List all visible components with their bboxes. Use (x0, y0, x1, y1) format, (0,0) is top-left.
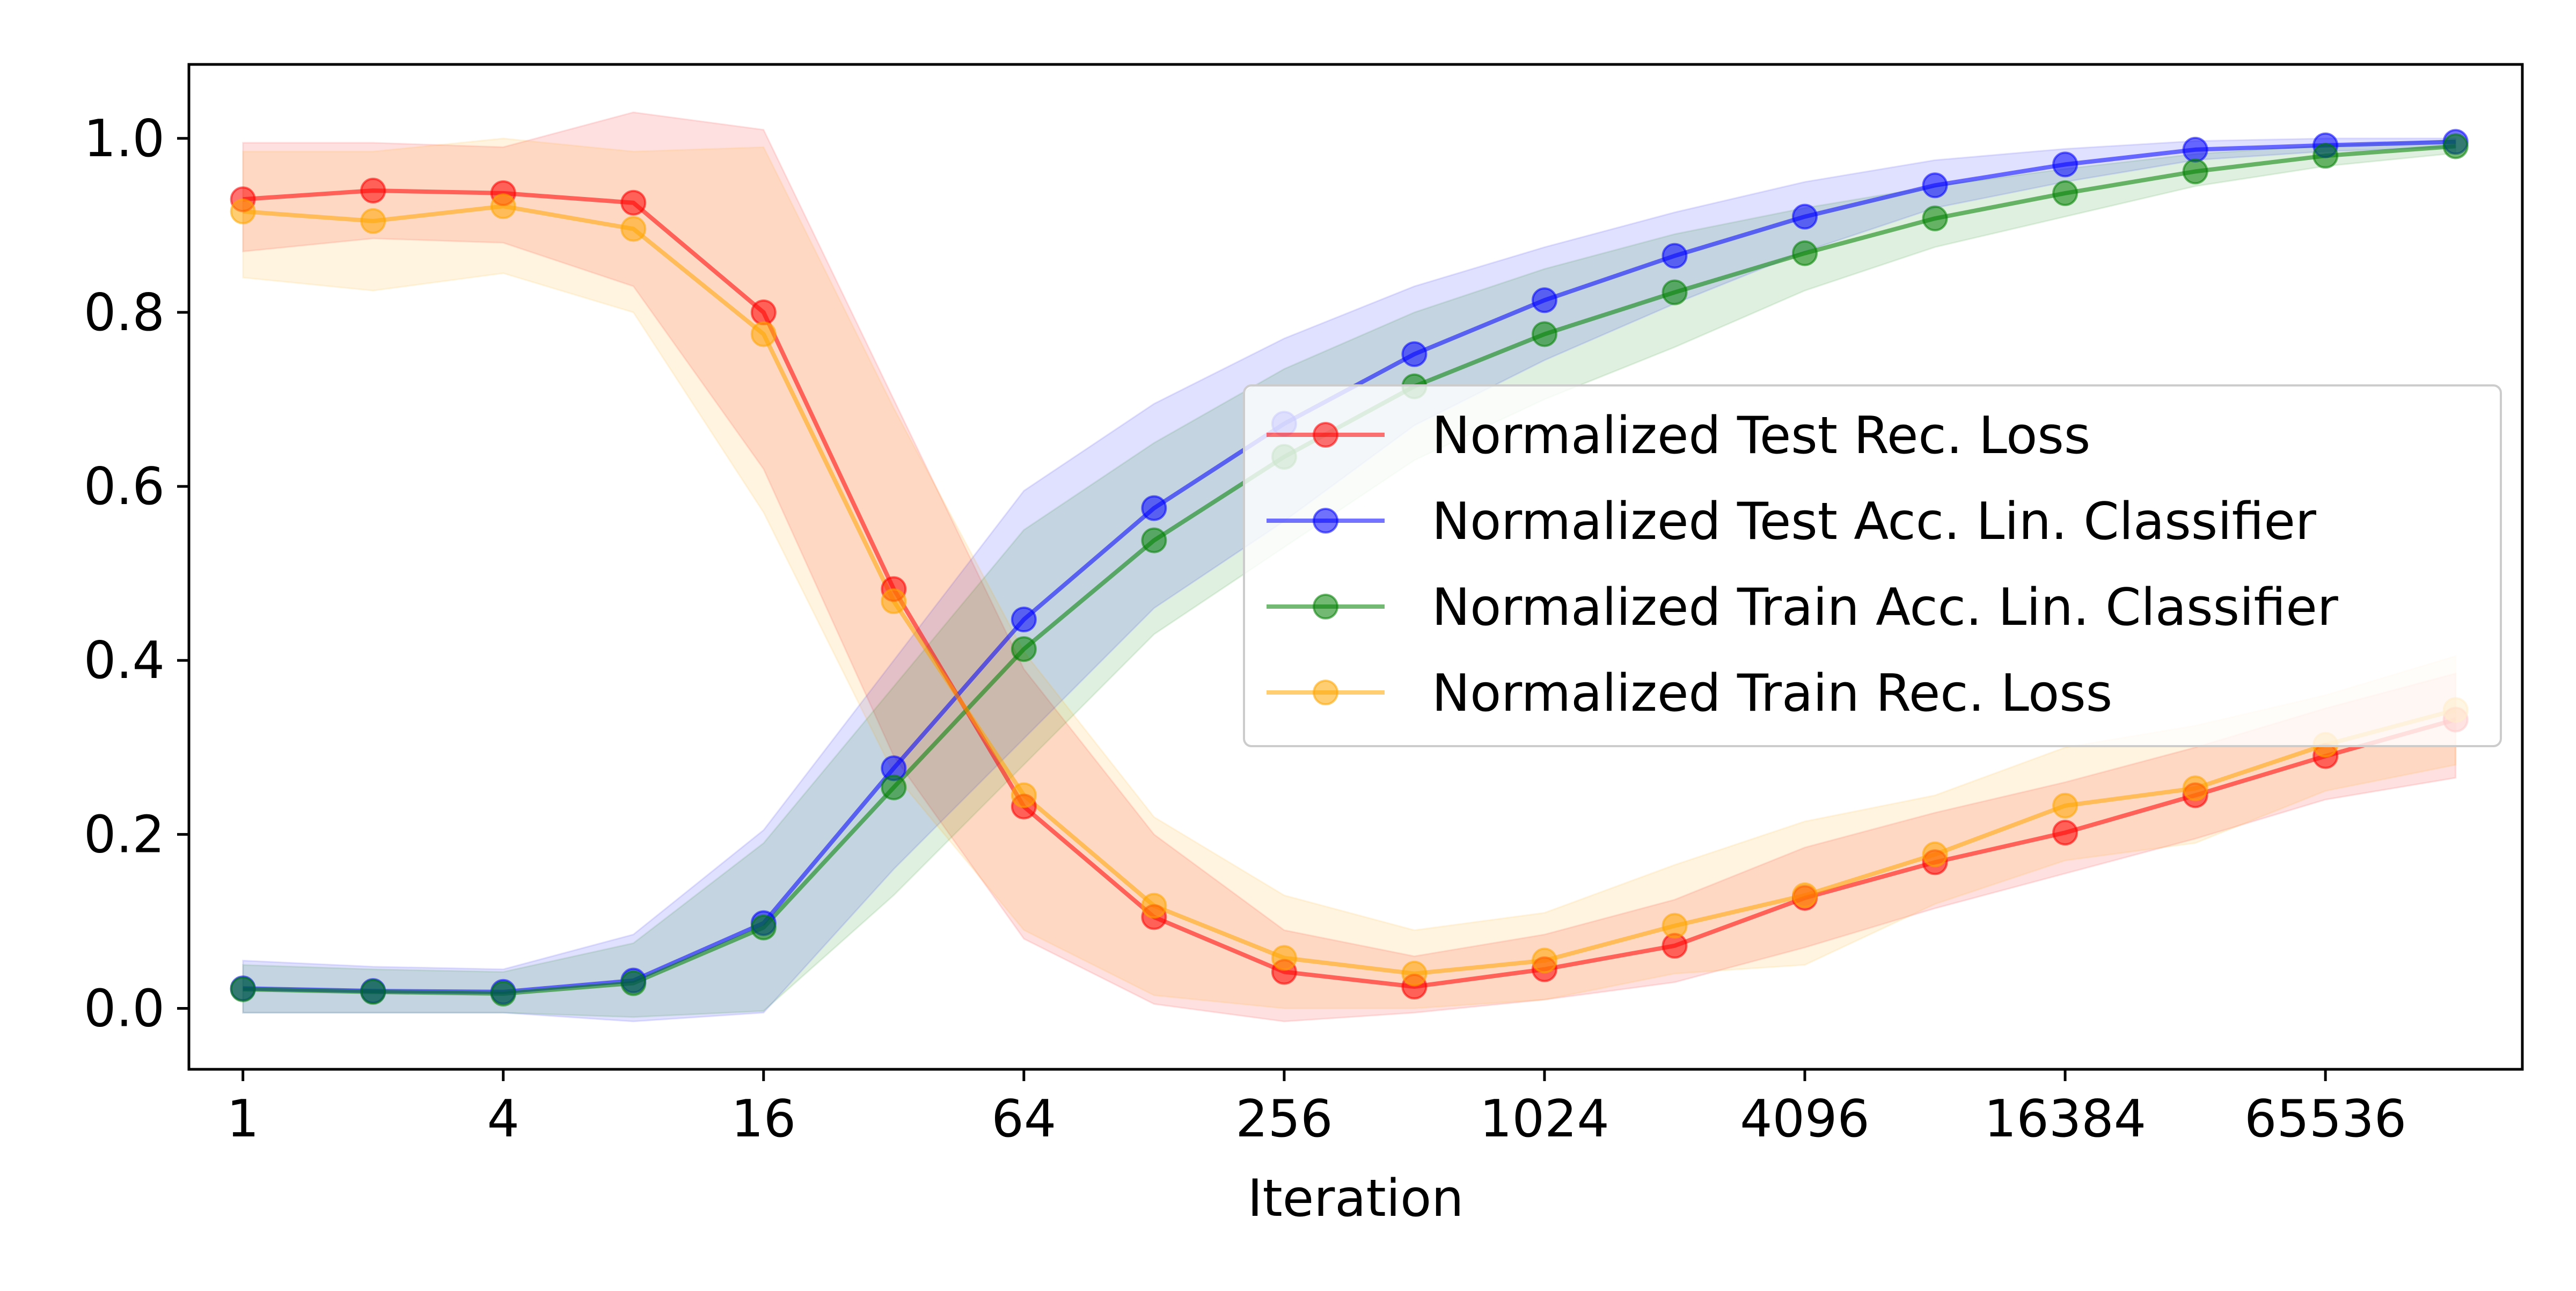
series-3-point (750, 321, 777, 347)
series-0-point (750, 299, 777, 325)
series-3-point (1011, 782, 1037, 808)
series-3-point (1401, 960, 1428, 987)
series-0-point (2052, 820, 2079, 846)
x-axis-label: Iteration (1248, 1169, 1464, 1228)
series-3-point (1662, 913, 1688, 939)
legend-marker (1313, 422, 1338, 448)
y-tick-label: 0.6 (84, 457, 165, 516)
series-2-point (2312, 143, 2339, 169)
series-2-point (2182, 158, 2208, 185)
series-3-point (1531, 947, 1557, 974)
series-2-point (1922, 205, 1948, 231)
series-2-point (881, 774, 907, 800)
series-1-point (2182, 136, 2208, 163)
x-tick-label: 16 (731, 1090, 796, 1149)
series-3-line (243, 204, 2456, 976)
series-1-point (1662, 243, 1688, 269)
x-tick-label: 16384 (1984, 1090, 2146, 1149)
series-3-point (1271, 945, 1297, 971)
series-3-point (490, 193, 516, 220)
series-0-line (243, 188, 2456, 989)
y-tick-label: 0.0 (84, 980, 165, 1039)
series-1-point (1011, 607, 1037, 633)
series-1-point (2052, 151, 2079, 178)
series-3-point (620, 216, 647, 242)
lines-layer (243, 140, 2456, 996)
series-3-point (230, 198, 256, 224)
y-tick-label: 0.2 (84, 805, 165, 864)
legend-label: Normalized Train Acc. Lin. Classifier (1432, 578, 2339, 637)
series-2-point (2052, 180, 2079, 206)
series-2-point (1792, 240, 1818, 266)
series-1-point (1922, 172, 1948, 199)
legend-marker (1313, 508, 1338, 534)
series-0-point (620, 189, 647, 216)
series-3-point (360, 208, 386, 234)
legend-marker (1313, 680, 1338, 705)
x-tick-label: 256 (1235, 1090, 1333, 1149)
series-0-point (360, 178, 386, 204)
series-3-point (1922, 841, 1948, 867)
series-1-point (1531, 287, 1557, 313)
series-3-point (2182, 775, 2208, 801)
series-2-point (2442, 133, 2469, 159)
legend-frame (1243, 384, 2502, 747)
x-tick-label: 1 (226, 1090, 259, 1149)
y-tick-label: 0.8 (84, 283, 165, 342)
series-2-point (750, 914, 777, 940)
legend-label: Normalized Train Rec. Loss (1432, 664, 2112, 723)
series-2-point (620, 970, 647, 996)
axes-layer: 1 4 16 64 256 1024 4096 16384 65536 0.0 0.2 0.4 0.6 0… (84, 110, 2406, 1149)
legend-label: Normalized Test Rec. Loss (1432, 406, 2090, 465)
series-2-point (360, 979, 386, 1005)
x-tick-label: 64 (991, 1090, 1056, 1149)
x-tick-label: 65536 (2244, 1090, 2406, 1149)
x-tick-label: 4 (487, 1090, 519, 1149)
series-2-point (490, 980, 516, 1006)
series-2-point (1141, 527, 1167, 553)
series-1-point (1401, 341, 1428, 367)
series-2-point (1531, 321, 1557, 347)
y-tick-label: 1.0 (84, 110, 165, 169)
series-3-point (881, 588, 907, 615)
series-2-point (1662, 279, 1688, 305)
legend-label: Normalized Test Acc. Lin. Classifier (1432, 492, 2317, 551)
series-2-point (230, 976, 256, 1002)
x-tick-label: 4096 (1740, 1090, 1870, 1149)
series-3-point (2052, 792, 2079, 819)
x-tick-label: 1024 (1480, 1090, 1609, 1149)
plot-frame (187, 63, 2524, 1071)
y-tick-label: 0.4 (84, 631, 165, 690)
series-1-point (1792, 203, 1818, 230)
series-3-point (1141, 893, 1167, 919)
legend: Normalized Test Rec. Loss Normalized Test… (1243, 384, 2502, 747)
series-3-point (1792, 882, 1818, 908)
series-1-point (1141, 495, 1167, 521)
legend-marker (1313, 594, 1338, 619)
series-2-point (1011, 636, 1037, 662)
